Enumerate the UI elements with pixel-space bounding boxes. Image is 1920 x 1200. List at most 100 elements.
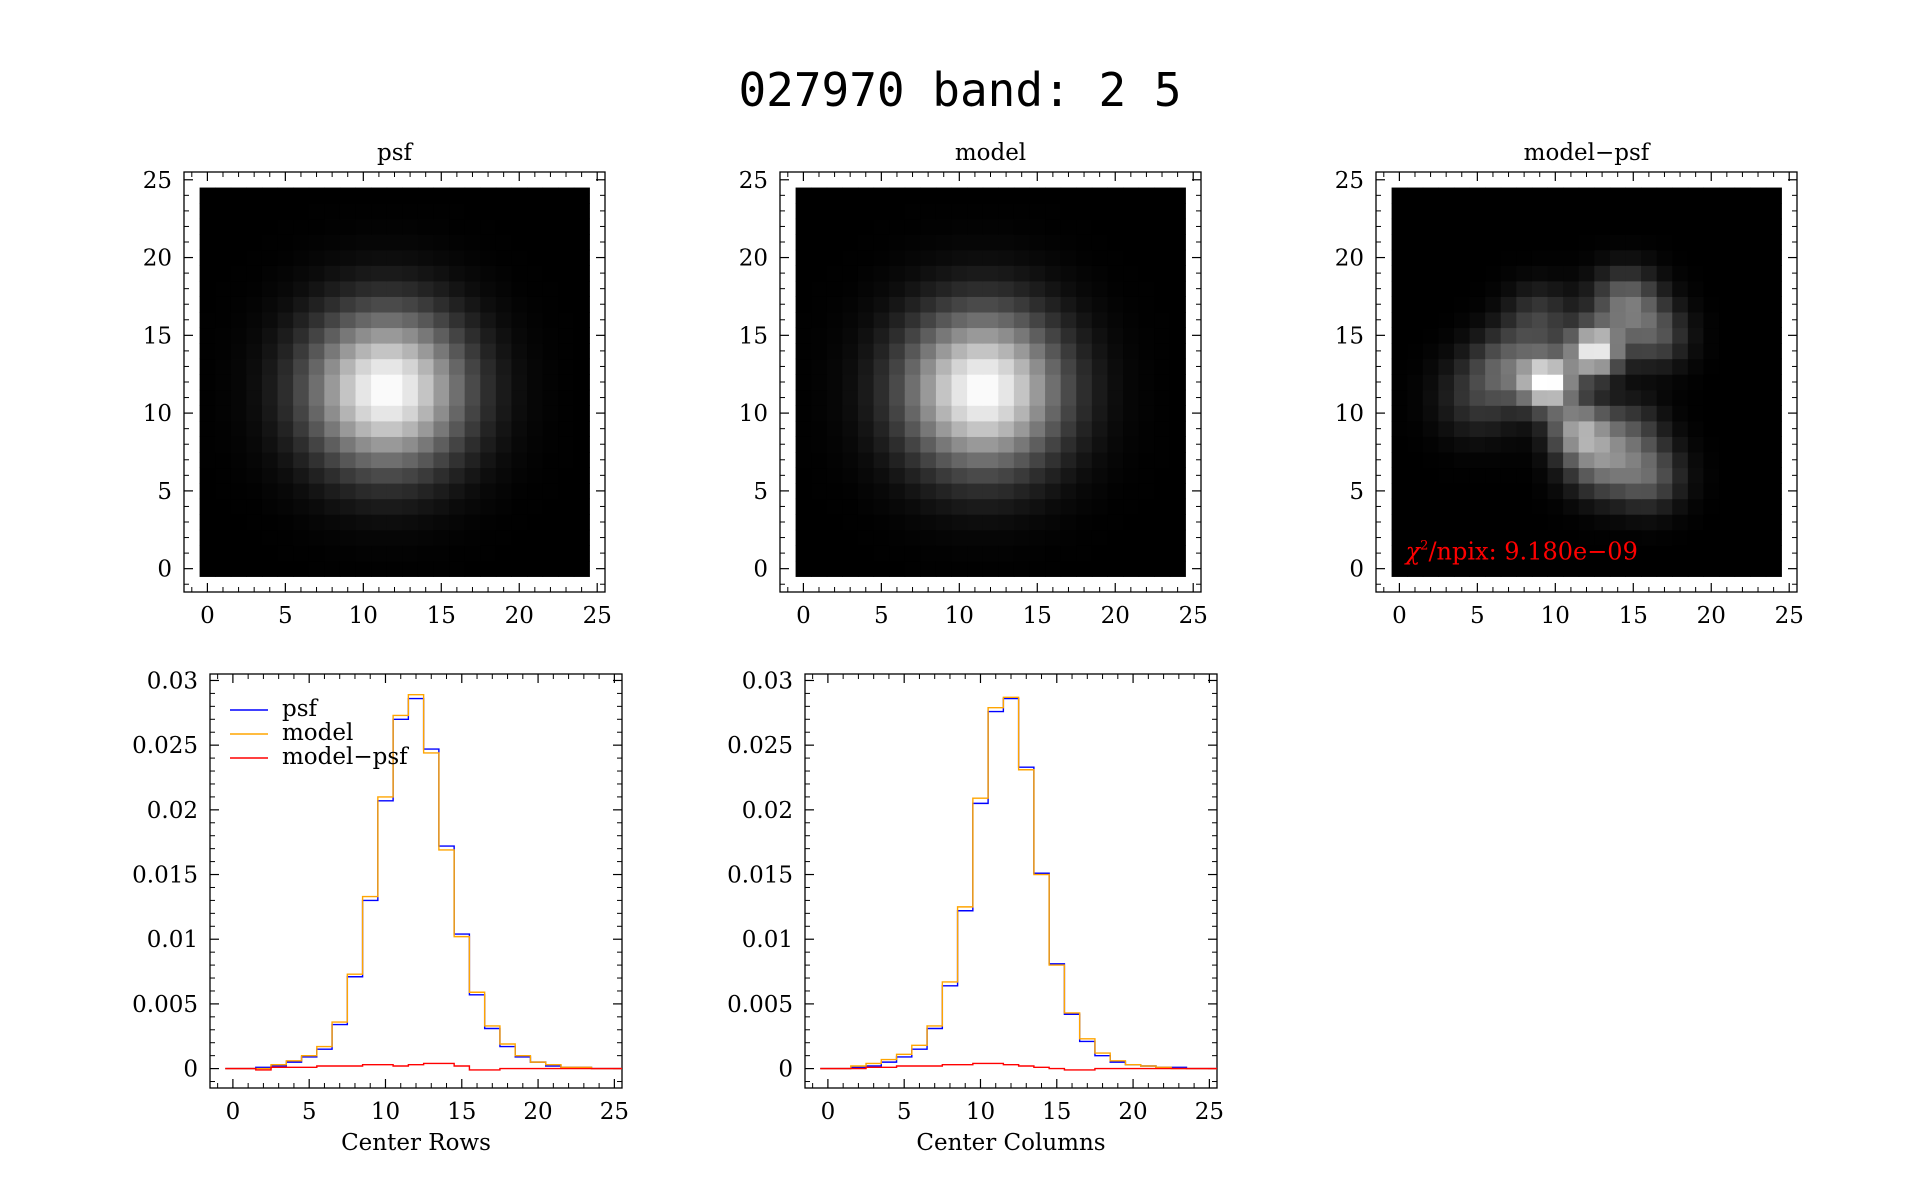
- heatmap-cell: [371, 514, 388, 531]
- heatmap-cell: [1029, 374, 1046, 391]
- heatmap-cell: [1407, 452, 1424, 469]
- heatmap-cell: [1719, 327, 1736, 344]
- heatmap-cell: [1625, 452, 1642, 469]
- heatmap-cell: [1656, 420, 1673, 437]
- heatmap-cell: [480, 249, 497, 266]
- heatmap-cell: [1719, 467, 1736, 484]
- heatmap-cell: [495, 218, 512, 235]
- heatmap-cell: [1609, 405, 1626, 422]
- heatmap-cell: [1687, 280, 1704, 297]
- heatmap-cell: [982, 203, 999, 220]
- heatmap-cell: [967, 312, 984, 329]
- heatmap-cell: [967, 420, 984, 437]
- heatmap-cell: [1500, 203, 1517, 220]
- heatmap-cell: [246, 483, 263, 500]
- heatmap-cell: [889, 249, 906, 266]
- heatmap-cell: [1169, 343, 1186, 360]
- heatmap-cell: [1154, 234, 1171, 251]
- heatmap-cell: [293, 218, 310, 235]
- heatmap-cell: [1485, 358, 1502, 375]
- heatmap-cell: [1625, 545, 1642, 562]
- heatmap-cell: [1578, 560, 1595, 577]
- heatmap-cell: [857, 389, 875, 406]
- heatmap-cell: [920, 405, 937, 422]
- heatmap-cell: [920, 420, 937, 437]
- heatmap-cell: [433, 234, 450, 251]
- heatmap-cell: [1641, 420, 1658, 437]
- heatmap-cell: [215, 374, 232, 391]
- heatmap-cell: [371, 280, 388, 297]
- heatmap-cell: [1407, 187, 1424, 204]
- heatmap-cell: [1719, 389, 1736, 406]
- heatmap-cell: [230, 358, 247, 375]
- heatmap-cell: [1500, 514, 1517, 531]
- heatmap-cell: [355, 529, 372, 546]
- heatmap-cell: [1422, 280, 1439, 297]
- heatmap-cell: [339, 436, 357, 453]
- heatmap-cell: [1625, 529, 1642, 546]
- heatmap-cell: [1687, 483, 1704, 500]
- heatmap-cell: [1594, 467, 1611, 484]
- heatmap-cell: [402, 327, 419, 344]
- heatmap-cell: [1765, 498, 1782, 515]
- heatmap-cell: [842, 234, 859, 251]
- heatmap-cell: [495, 389, 512, 406]
- heatmap-cell: [246, 343, 263, 360]
- heatmap-cell: [1641, 436, 1658, 453]
- heatmap-cell: [1750, 514, 1767, 531]
- heatmap-cell: [495, 529, 512, 546]
- heatmap-cell: [527, 234, 544, 251]
- heatmap-cell: [215, 560, 232, 577]
- heatmap-cell: [542, 529, 559, 546]
- heatmap-cell: [1594, 203, 1611, 220]
- heatmap-cell: [417, 498, 434, 515]
- heatmap-cell: [558, 560, 575, 577]
- heatmap-cell: [982, 327, 999, 344]
- heatmap-cell: [811, 498, 828, 515]
- heatmap-cell: [495, 374, 512, 391]
- x-tick-label: 20: [523, 1099, 552, 1125]
- heatmap-cell: [449, 218, 466, 235]
- heatmap-cell: [1625, 312, 1642, 329]
- heatmap-cell: [1138, 187, 1155, 204]
- heatmap-cell: [1625, 296, 1642, 313]
- heatmap-cell: [1531, 483, 1549, 500]
- heatmap-cell: [417, 467, 434, 484]
- heatmap-cell: [527, 358, 544, 375]
- heatmap-cell: [542, 514, 559, 531]
- heatmap-cell: [386, 280, 403, 297]
- heatmap-cell: [889, 498, 906, 515]
- heatmap-cell: [857, 374, 875, 391]
- heatmap-cell: [558, 374, 575, 391]
- chart-panel-4: 0 5 10 15 20 2500.0050.010.0150.020.0250.03Ce…: [132, 668, 629, 1156]
- heatmap-cell: [826, 436, 843, 453]
- heatmap-cell: [1422, 249, 1439, 266]
- heatmap-cell: [355, 374, 372, 391]
- heatmap-cell: [1138, 560, 1155, 577]
- heatmap-cell: [199, 234, 216, 251]
- heatmap-cell: [199, 452, 216, 469]
- heatmap-cell: [826, 296, 843, 313]
- heatmap-cell: [558, 249, 575, 266]
- heatmap-cell: [1469, 420, 1486, 437]
- heatmap-cell: [1734, 187, 1751, 204]
- heatmap-cell: [1407, 280, 1424, 297]
- heatmap-cell: [1765, 296, 1782, 313]
- heatmap-cell: [935, 436, 953, 453]
- heatmap-cell: [495, 312, 512, 329]
- heatmap-cell: [795, 374, 812, 391]
- heatmap-cell: [795, 218, 812, 235]
- heatmap-cell: [1625, 483, 1642, 500]
- heatmap-cell: [795, 514, 812, 531]
- heatmap-cell: [889, 234, 906, 251]
- heatmap-cell: [1107, 420, 1124, 437]
- y-tick-label: 0: [753, 557, 768, 583]
- heatmap-cell: [230, 529, 247, 546]
- heatmap-cell: [904, 452, 921, 469]
- heatmap-cell: [1438, 389, 1455, 406]
- heatmap-cell: [967, 327, 984, 344]
- heatmap-cell: [982, 234, 999, 251]
- heatmap-cell: [1045, 389, 1062, 406]
- heatmap-cell: [920, 545, 937, 562]
- heatmap-cell: [246, 265, 263, 282]
